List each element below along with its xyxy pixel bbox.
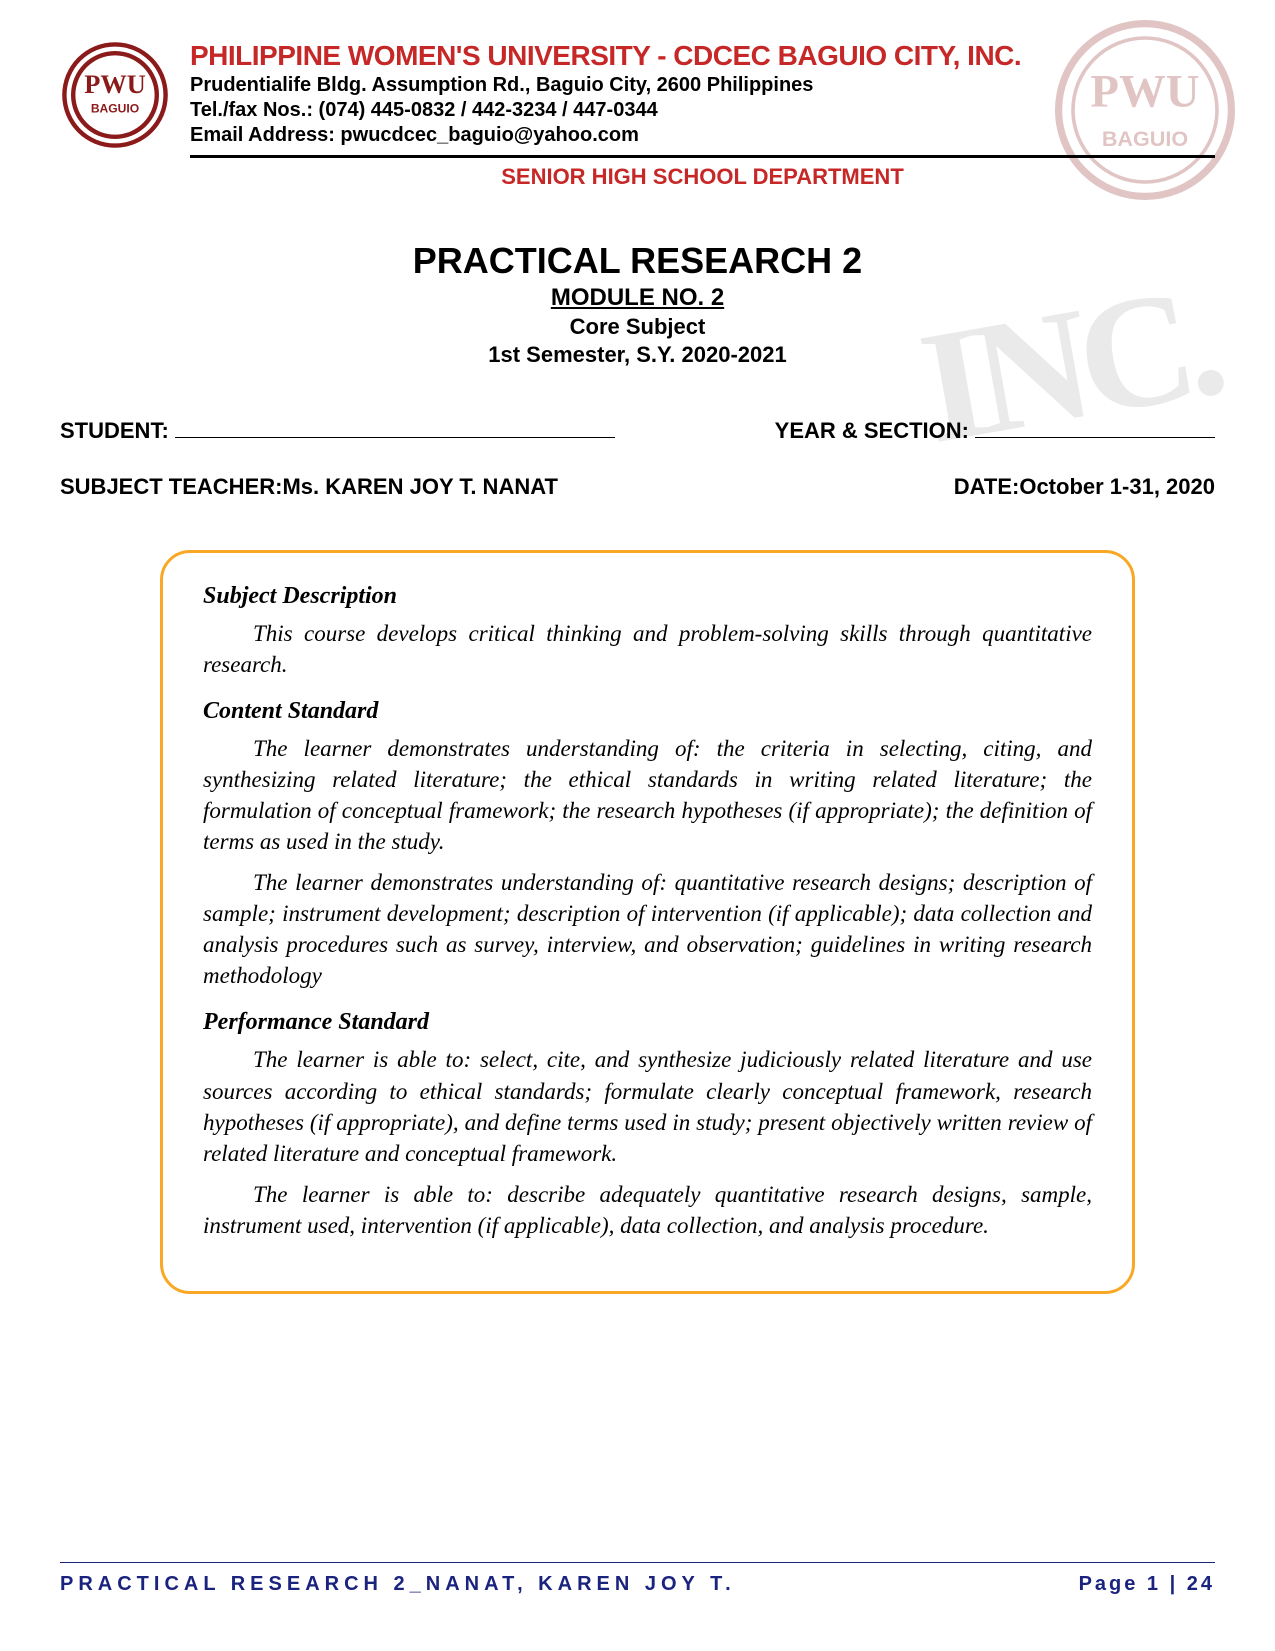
school-logo: PWU BAGUIO — [60, 40, 170, 150]
address-line: Prudentialife Bldg. Assumption Rd., Bagu… — [190, 74, 1215, 97]
performance-standard-p2: The learner is able to: describe adequat… — [203, 1179, 1092, 1241]
content-standard-heading: Content Standard — [203, 698, 1092, 725]
content-box: Subject Description This course develops… — [160, 550, 1135, 1294]
student-label: STUDENT: — [60, 418, 169, 444]
course-title: PRACTICAL RESEARCH 2 — [60, 240, 1215, 282]
page-footer: PRACTICAL RESEARCH 2_NANAT, KAREN JOY T.… — [60, 1562, 1215, 1596]
title-block: PRACTICAL RESEARCH 2 MODULE NO. 2 Core S… — [60, 240, 1215, 368]
teacher-label: SUBJECT TEACHER: — [60, 474, 282, 500]
info-row-2: SUBJECT TEACHER: Ms. KAREN JOY T. NANAT … — [60, 474, 1215, 500]
info-row-1: STUDENT: YEAR & SECTION: — [60, 418, 1215, 444]
date-field: DATE: October 1-31, 2020 — [954, 474, 1215, 500]
content-standard-p2: The learner demonstrates understanding o… — [203, 867, 1092, 991]
info-rows: STUDENT: YEAR & SECTION: SUBJECT TEACHER… — [60, 418, 1215, 500]
teacher-field: SUBJECT TEACHER: Ms. KAREN JOY T. NANAT — [60, 474, 558, 500]
year-section-field: YEAR & SECTION: — [775, 418, 1215, 444]
subject-type: Core Subject — [60, 314, 1215, 340]
subject-description-text: This course develops critical thinking a… — [203, 618, 1092, 680]
date-label: DATE: — [954, 474, 1020, 500]
university-name: PHILIPPINE WOMEN'S UNIVERSITY - CDCEC BA… — [190, 40, 1215, 72]
svg-text:PWU: PWU — [84, 69, 146, 99]
document-header: PWU BAGUIO PHILIPPINE WOMEN'S UNIVERSITY… — [60, 40, 1215, 158]
student-field: STUDENT: — [60, 418, 615, 444]
year-section-label: YEAR & SECTION: — [775, 418, 969, 444]
svg-text:BAGUIO: BAGUIO — [91, 102, 139, 116]
module-number: MODULE NO. 2 — [60, 284, 1215, 312]
subject-description-heading: Subject Description — [203, 583, 1092, 610]
teacher-name: Ms. KAREN JOY T. NANAT — [282, 474, 557, 500]
footer-left-text: PRACTICAL RESEARCH 2_NANAT, KAREN JOY T. — [60, 1573, 736, 1596]
year-section-blank — [975, 437, 1215, 438]
semester-line: 1st Semester, S.Y. 2020-2021 — [60, 342, 1215, 368]
email-line: Email Address: pwucdcec_baguio@yahoo.com — [190, 124, 1215, 147]
header-text-block: PHILIPPINE WOMEN'S UNIVERSITY - CDCEC BA… — [190, 40, 1215, 158]
performance-standard-p1: The learner is able to: select, cite, an… — [203, 1044, 1092, 1168]
content-standard-p1: The learner demonstrates understanding o… — [203, 733, 1092, 857]
telfax-line: Tel./fax Nos.: (074) 445-0832 / 442-3234… — [190, 99, 1215, 122]
date-value: October 1-31, 2020 — [1019, 474, 1215, 500]
header-divider — [190, 155, 1215, 158]
footer-right-text: Page 1 | 24 — [1079, 1573, 1215, 1596]
performance-standard-heading: Performance Standard — [203, 1009, 1092, 1036]
student-blank — [175, 437, 615, 438]
